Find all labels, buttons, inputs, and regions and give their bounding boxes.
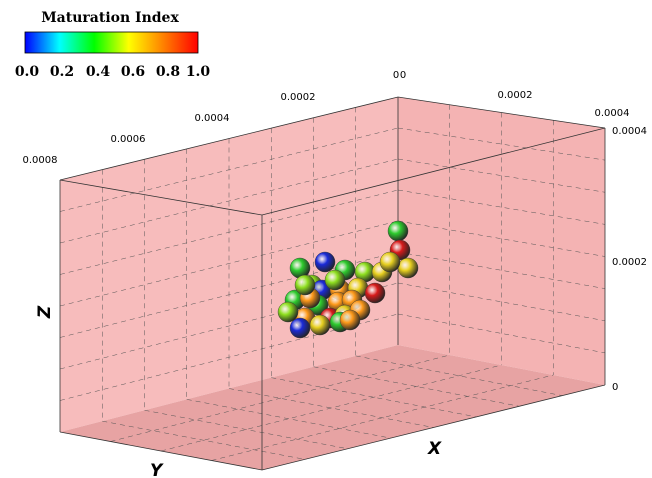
grid-line xyxy=(397,189,606,225)
grid-line xyxy=(160,364,502,452)
colorbar-tick: 0.8 xyxy=(156,64,180,80)
x-axis-label: X xyxy=(427,439,442,459)
grid-line xyxy=(110,354,450,442)
y-tick-label: 0.0008 xyxy=(23,155,58,166)
particle xyxy=(364,282,386,304)
grid-line xyxy=(397,282,606,321)
z-tick-label: 0.0004 xyxy=(612,126,647,137)
grid-line xyxy=(59,158,399,244)
particles xyxy=(277,220,419,339)
grid-line xyxy=(144,410,348,449)
particle xyxy=(339,309,361,331)
particle xyxy=(277,301,299,323)
grid-line xyxy=(211,374,554,461)
colorbar-title: Maturation Index xyxy=(41,10,179,26)
grid-line xyxy=(59,189,399,275)
y-tick-label: 0.0004 xyxy=(195,113,230,124)
grid-line xyxy=(397,127,606,161)
particle xyxy=(289,317,311,339)
grid-line xyxy=(397,158,606,193)
particle xyxy=(294,274,316,296)
grid-line xyxy=(59,220,399,307)
particle xyxy=(397,257,419,279)
z-axis-label: Z xyxy=(35,305,55,319)
grid-line xyxy=(313,366,520,407)
x-tick-label: 0 xyxy=(400,70,406,81)
particle xyxy=(309,314,331,336)
grid-line xyxy=(397,251,606,289)
colorbar-tick: 1.0 xyxy=(186,64,211,80)
y-tick-label: 0 xyxy=(393,70,399,81)
particle xyxy=(324,269,346,291)
grid-line xyxy=(271,377,477,418)
colorbar-tick: 0.4 xyxy=(86,64,111,80)
y-axis-label: Y xyxy=(150,461,164,478)
colorbar-tick: 0.0 xyxy=(15,64,40,80)
grid-line xyxy=(59,127,399,212)
floor xyxy=(60,345,605,470)
y-tick-label: 0.0006 xyxy=(111,134,146,145)
grid-line xyxy=(186,399,391,439)
x-tick-label: 0.0004 xyxy=(595,108,630,119)
colorbar-tick: 0.2 xyxy=(50,64,74,80)
z-tick-label: 0.0002 xyxy=(612,257,647,268)
grid-line xyxy=(102,420,305,460)
particle xyxy=(387,220,409,242)
colorbar xyxy=(24,31,199,54)
z-tick-label: 0 xyxy=(612,382,618,393)
particle xyxy=(314,251,336,273)
grid-line xyxy=(397,220,606,257)
y-tick-label: 0.0002 xyxy=(281,92,316,103)
grid-line xyxy=(355,355,563,396)
grid-line xyxy=(397,313,606,354)
particle xyxy=(379,251,401,273)
grid-line xyxy=(228,388,434,428)
x-tick-label: 0.0002 xyxy=(498,90,533,101)
colorbar-tick: 0.6 xyxy=(121,64,145,80)
